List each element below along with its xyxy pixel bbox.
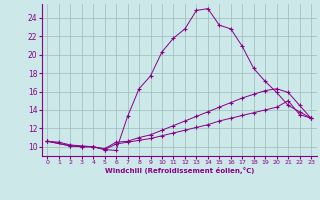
X-axis label: Windchill (Refroidissement éolien,°C): Windchill (Refroidissement éolien,°C) <box>105 167 254 174</box>
